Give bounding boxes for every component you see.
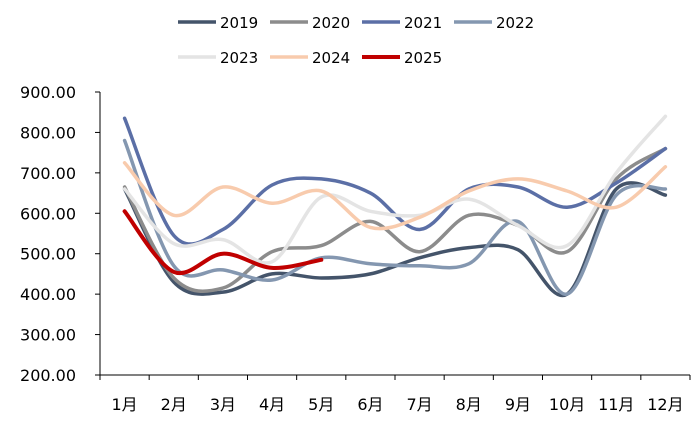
x-tick-label: 5月 <box>308 395 334 414</box>
legend-label: 2020 <box>312 14 350 32</box>
y-tick-label: 400.00 <box>20 285 76 304</box>
legend-item-2022: 2022 <box>454 14 534 32</box>
x-tick-label: 2月 <box>161 395 187 414</box>
x-tick-label: 10月 <box>549 395 585 414</box>
legend: 2019 2020 2021 2022 2023 2024 2025 <box>178 14 534 67</box>
series-line-2020 <box>122 146 668 294</box>
series-line-2024 <box>122 161 668 231</box>
x-tick-label: 1月 <box>111 395 137 414</box>
x-tick-label: 4月 <box>259 395 285 414</box>
legend-label: 2019 <box>220 14 258 32</box>
series-line-2022 <box>122 138 668 296</box>
legend-item-2023: 2023 <box>178 49 258 67</box>
x-axis: 1月 2月 3月 4月 5月 6月 7月 8月 9月 10月 11月 12月 <box>99 374 691 414</box>
legend-item-2020: 2020 <box>270 14 350 32</box>
legend-label: 2023 <box>220 49 258 67</box>
x-tick-label: 11月 <box>598 395 634 414</box>
y-tick-label: 500.00 <box>20 245 76 264</box>
y-tick-label: 900.00 <box>20 83 76 102</box>
y-tick-label: 700.00 <box>20 164 76 183</box>
x-tick-label: 3月 <box>210 395 236 414</box>
y-tick-label: 300.00 <box>20 326 76 345</box>
y-tick-label: 200.00 <box>20 366 76 385</box>
legend-item-2025: 2025 <box>362 49 442 67</box>
x-tick-label: 8月 <box>456 395 482 414</box>
legend-label: 2022 <box>496 14 534 32</box>
x-tick-label: 12月 <box>647 395 683 414</box>
y-tick-label: 800.00 <box>20 123 76 142</box>
series-lines <box>122 114 668 298</box>
legend-label: 2024 <box>312 49 350 67</box>
series-line-2023 <box>122 114 668 265</box>
legend-item-2021: 2021 <box>362 14 442 32</box>
legend-label: 2021 <box>404 14 442 32</box>
x-tick-label: 6月 <box>357 395 383 414</box>
legend-item-2019: 2019 <box>178 14 258 32</box>
x-tick-label: 9月 <box>505 395 531 414</box>
y-axis: 200.00 300.00 400.00 500.00 600.00 700.00 800.… <box>20 83 101 385</box>
y-tick-label: 600.00 <box>20 204 76 223</box>
series-line-2025 <box>122 209 324 276</box>
legend-item-2024: 2024 <box>270 49 350 67</box>
x-tick-label: 7月 <box>406 395 432 414</box>
legend-label: 2025 <box>404 49 442 67</box>
